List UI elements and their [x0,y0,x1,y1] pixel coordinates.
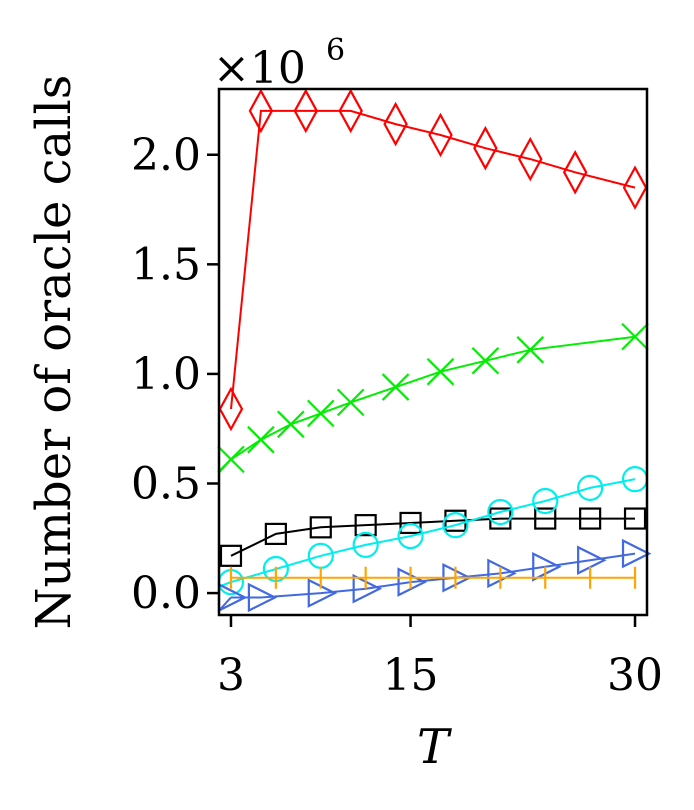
series-layer [217,88,652,613]
diamond-marker [293,88,319,134]
square-marker [444,509,467,532]
diamond-marker [338,88,363,134]
circle-marker [532,487,559,515]
x-tick-label: 3 [217,650,245,701]
y-axis-label: Number of oracle calls [26,75,82,630]
series-red-diamond [218,88,648,432]
series-line [231,552,636,599]
series-black-square [219,507,647,567]
square-marker [399,511,422,535]
circle-marker [442,512,469,539]
y-tick-label: 1.0 [131,349,201,400]
x-marker [516,336,545,364]
series-orange-vline [229,566,637,589]
circle-marker [621,466,649,493]
x-marker [336,388,365,417]
diamond-marker [428,112,453,158]
square-marker [309,516,332,539]
y-multiplier-base: ×10 [213,43,306,94]
series-line [230,109,636,410]
ticks-layer: 3 15 30 0.0 0.5 1.0 1.5 2.0 [131,130,663,701]
y-tick-label: 0.5 [131,459,201,510]
circle-marker [577,474,604,501]
series-blue-triangle [217,538,652,613]
circle-marker [487,498,514,526]
x-marker [277,410,305,439]
series-green-x [217,322,649,474]
x-marker [621,322,649,351]
square-marker [354,514,377,537]
plot-frame [217,87,649,617]
series-cyan-circle [217,466,649,596]
x-marker [247,425,275,454]
square-marker [579,507,602,530]
y-tick-label: 2.0 [131,130,201,181]
diamond-marker [383,101,408,147]
series-line [230,335,636,461]
triangle-right-marker [577,545,607,575]
x-tick-label: 30 [607,650,663,701]
series-line [230,517,635,557]
diamond-marker [622,165,648,210]
diamond-marker [218,386,244,432]
x-axis-label: T [417,719,452,775]
y-multiplier-exponent: 6 [326,33,345,68]
x-marker [306,399,335,428]
diamond-marker [473,125,498,171]
circle-marker [352,531,379,558]
square-marker [264,522,287,546]
series-line-extension [218,458,232,474]
series-line-extension [218,596,232,612]
series-line [230,478,636,584]
square-marker [623,507,647,530]
x-marker [471,346,500,375]
square-marker [534,507,557,530]
triangle-right-marker [621,538,652,569]
x-marker [426,357,455,386]
diamond-marker [248,88,274,134]
diamond-marker [518,136,543,182]
square-marker [219,544,243,567]
x-tick-label: 15 [383,650,439,701]
y-tick-label: 0.0 [131,568,201,619]
y-tick-label: 1.5 [131,239,201,290]
x-marker [381,373,410,401]
circle-marker [397,522,424,550]
diamond-marker [562,150,588,195]
triangle-right-marker [247,582,278,613]
